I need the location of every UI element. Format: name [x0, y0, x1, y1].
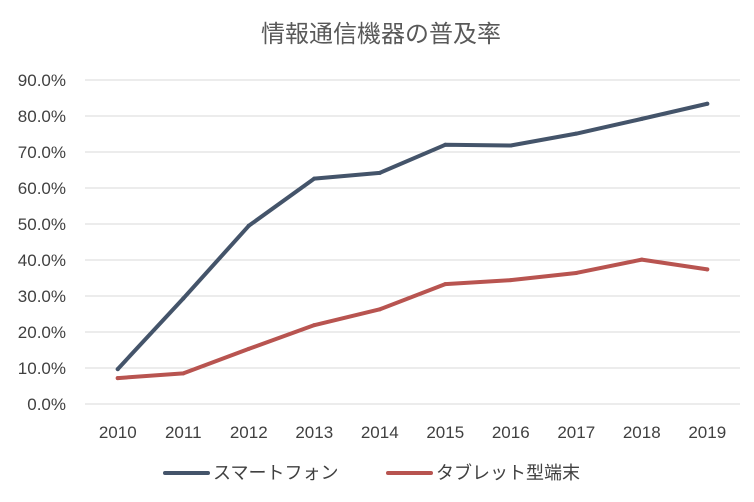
series-lines — [115, 101, 710, 381]
data-point — [574, 131, 579, 136]
data-point — [181, 371, 186, 376]
data-point — [705, 101, 710, 106]
chart-title: 情報通信機器の普及率 — [261, 20, 501, 48]
x-tick-label: 2014 — [361, 423, 399, 442]
data-point — [639, 257, 644, 262]
x-tick-label: 2017 — [557, 423, 595, 442]
series-1 — [115, 101, 710, 372]
data-point — [312, 176, 317, 181]
legend-item: タブレット型端末 — [386, 462, 580, 484]
y-tick-label: 40.0% — [18, 251, 66, 270]
legend-label: タブレット型端末 — [436, 462, 580, 484]
y-tick-label: 60.0% — [18, 179, 66, 198]
data-point — [115, 376, 120, 381]
data-point — [246, 346, 251, 351]
data-point — [443, 282, 448, 287]
x-tick-label: 2012 — [230, 423, 268, 442]
y-tick-label: 10.0% — [18, 359, 66, 378]
series-line — [115, 257, 710, 381]
gridlines — [85, 79, 740, 405]
data-point — [574, 270, 579, 275]
x-tick-label: 2015 — [426, 423, 464, 442]
x-tick-label: 2013 — [295, 423, 333, 442]
data-point — [181, 296, 186, 301]
series-line — [115, 101, 710, 372]
y-tick-label: 0.0% — [27, 395, 66, 414]
y-tick-label: 30.0% — [18, 287, 66, 306]
data-point — [443, 142, 448, 147]
data-point — [312, 323, 317, 328]
x-tick-label: 2010 — [99, 423, 137, 442]
x-axis-tick-labels: 2010 2011 2012 2013 2014 2015 2016 2017 2018 2019 — [99, 423, 726, 442]
data-point — [639, 116, 644, 121]
x-tick-label: 2016 — [492, 423, 530, 442]
y-tick-label: 50.0% — [18, 215, 66, 234]
data-point — [115, 367, 120, 372]
legend-item: スマートフォン — [163, 463, 338, 484]
data-point — [705, 267, 710, 272]
data-point — [508, 143, 513, 148]
data-point — [508, 278, 513, 283]
x-tick-label: 2018 — [623, 423, 661, 442]
x-tick-label: 2011 — [165, 423, 202, 442]
y-tick-label: 70.0% — [18, 143, 66, 162]
y-axis-tick-labels: 0.0% 10.0% 20.0% 30.0% 40.0% 50.0% 60.0% 70.0% 8… — [18, 71, 66, 414]
data-point — [377, 170, 382, 175]
data-point — [246, 223, 251, 228]
legend-label: スマートフォン — [213, 463, 338, 484]
data-point — [377, 307, 382, 312]
y-tick-label: 90.0% — [18, 71, 66, 90]
y-tick-label: 20.0% — [18, 323, 66, 342]
legend: スマートフォン タブレット型端末 — [163, 462, 580, 484]
series-2 — [115, 257, 710, 381]
x-tick-label: 2019 — [688, 423, 726, 442]
y-tick-label: 80.0% — [18, 107, 66, 126]
